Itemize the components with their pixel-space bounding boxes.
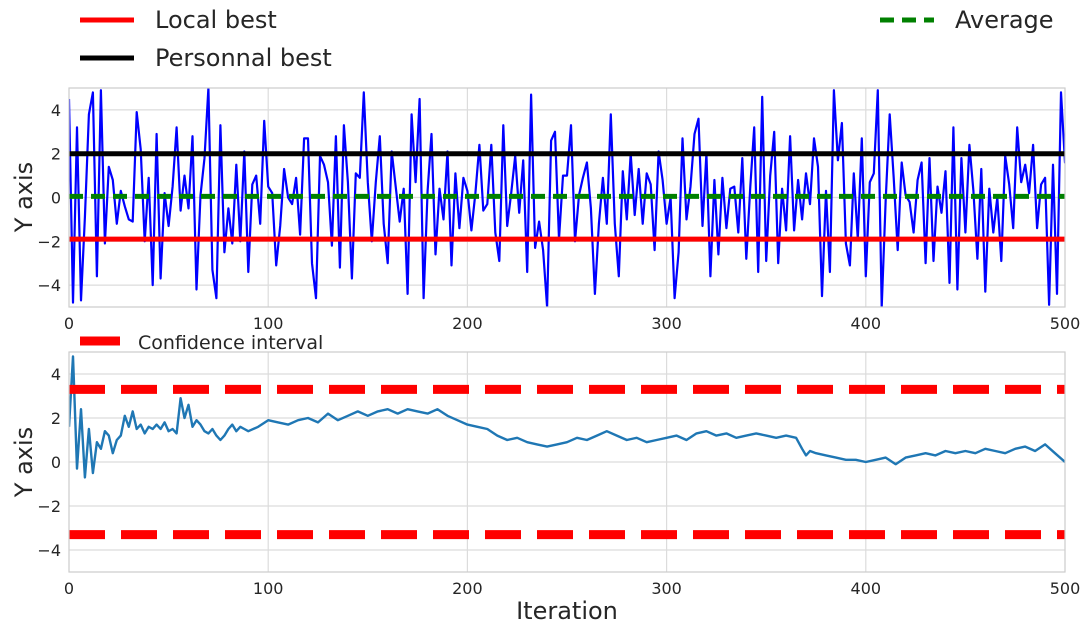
top-chart: 0 100 200 300 400 500 4 2 0 −2 −4 Y axis Local bes… xyxy=(10,6,1080,333)
legend-entry-average: Average xyxy=(880,6,1054,34)
top-series-clip xyxy=(69,88,1065,307)
bottom-y-tick-label: 4 xyxy=(51,365,61,384)
top-y-tick-label: −4 xyxy=(37,276,61,295)
top-x-tick-label: 300 xyxy=(651,314,682,333)
bottom-x-tick-label: 100 xyxy=(253,579,284,598)
bottom-x-tick-label: 500 xyxy=(1050,579,1081,598)
legend-label-local-best: Local best xyxy=(155,6,277,34)
bottom-legend: Confidence interval xyxy=(80,332,323,354)
bottom-y-tick-label: −2 xyxy=(37,497,61,516)
legend-label-personnal-best: Personnal best xyxy=(155,44,332,72)
bottom-y-tick-label: −4 xyxy=(37,541,61,560)
top-tick-labels: 0 100 200 300 400 500 4 2 0 −2 −4 xyxy=(37,101,1080,333)
top-y-tick-label: 2 xyxy=(51,145,61,164)
bottom-series-clip xyxy=(69,355,1065,540)
top-series-line-series-3 xyxy=(69,88,1065,307)
bottom-series-line-series-2 xyxy=(69,355,1065,479)
bottom-y-tick-label: 2 xyxy=(51,409,61,428)
top-x-tick-label: 200 xyxy=(452,314,483,333)
top-legend: Local best Personnal best Average xyxy=(80,6,1054,72)
top-y-axis-label: Y axis xyxy=(10,162,38,233)
legend-label-average: Average xyxy=(955,6,1054,34)
top-series-group xyxy=(69,88,1065,307)
top-x-tick-label: 0 xyxy=(64,314,74,333)
bottom-x-tick-label: 300 xyxy=(651,579,682,598)
legend-label-confidence-interval: Confidence interval xyxy=(138,332,323,354)
bottom-x-tick-label: 0 xyxy=(64,579,74,598)
legend-entry-personnal-best: Personnal best xyxy=(80,44,332,72)
bottom-series-group xyxy=(69,355,1065,540)
top-y-tick-label: 4 xyxy=(51,101,61,120)
bottom-plot-frame xyxy=(68,351,1066,573)
top-y-tick-label: 0 xyxy=(51,189,61,208)
bottom-y-tick-label: 0 xyxy=(51,453,61,472)
top-plot-frame xyxy=(68,87,1066,308)
top-x-tick-label: 500 xyxy=(1050,314,1081,333)
bottom-y-axis-label: Y axis xyxy=(10,427,38,498)
top-y-tick-label: −2 xyxy=(37,232,61,251)
legend-entry-local-best: Local best xyxy=(80,6,277,34)
bottom-tick-labels: 0 100 200 300 400 500 4 2 0 −2 −4 xyxy=(37,365,1080,598)
top-x-tick-label: 100 xyxy=(253,314,284,333)
bottom-x-tick-label: 200 xyxy=(452,579,483,598)
bottom-x-axis-label: Iteration xyxy=(516,597,618,625)
bottom-x-tick-label: 400 xyxy=(851,579,882,598)
bottom-chart: 0 100 200 300 400 500 4 2 0 −2 −4 Y axis Iteration… xyxy=(10,332,1080,625)
top-x-tick-label: 400 xyxy=(851,314,882,333)
